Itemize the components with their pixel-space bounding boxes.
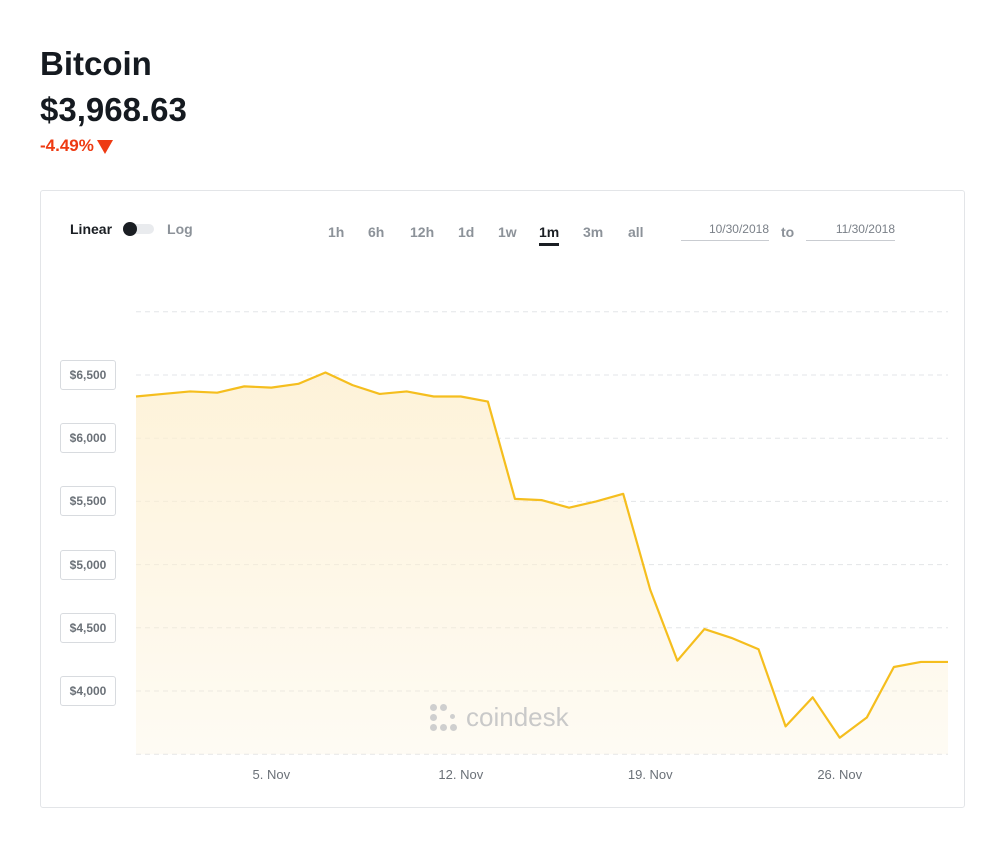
date-to-input[interactable]: 11/30/2018 <box>806 222 895 241</box>
y-tick-label: $5,500 <box>60 486 116 517</box>
y-tick-label: $6,000 <box>60 423 116 454</box>
range-6h[interactable]: 6h <box>368 224 385 240</box>
watermark-text: coindesk <box>466 702 569 732</box>
price-change: -4.49% <box>40 136 113 156</box>
toggle-knob <box>123 222 138 236</box>
coindesk-logo-icon <box>430 703 458 732</box>
price-area <box>136 372 948 755</box>
range-1d[interactable]: 1d <box>458 224 475 240</box>
range-12h[interactable]: 12h <box>410 224 435 240</box>
date-to-label: to <box>781 224 795 240</box>
scale-toggle[interactable] <box>123 222 155 236</box>
down-arrow-icon <box>96 139 113 154</box>
range-3m[interactable]: 3m <box>583 224 604 240</box>
price-line <box>135 371 948 739</box>
scale-linear-label[interactable]: Linear <box>70 221 113 237</box>
range-all[interactable]: all <box>628 224 644 240</box>
y-tick-label: $6,500 <box>60 360 116 390</box>
x-tick-label: 5. Nov <box>252 767 291 782</box>
scale-log-label[interactable]: Log <box>167 221 193 237</box>
y-tick-label: $4,000 <box>60 676 116 706</box>
date-from-input[interactable]: 10/30/2018 <box>681 222 769 241</box>
y-tick-label: $4,500 <box>60 612 116 643</box>
range-1h[interactable]: 1h <box>328 224 345 240</box>
current-price: $3,968.63 <box>40 91 187 128</box>
range-1m[interactable]: 1m <box>539 224 560 246</box>
y-tick-label: $5,000 <box>60 549 116 580</box>
price-change-value: -4.49% <box>40 136 94 155</box>
scale-switch: Linear Log <box>70 221 193 237</box>
x-tick-label: 26. Nov <box>817 767 863 782</box>
coin-title: Bitcoin <box>40 45 152 82</box>
x-tick-label: 12. Nov <box>438 767 484 782</box>
range-1w[interactable]: 1w <box>498 224 517 240</box>
x-tick-label: 19. Nov <box>627 767 673 782</box>
coindesk-watermark: coindesk <box>430 702 569 733</box>
